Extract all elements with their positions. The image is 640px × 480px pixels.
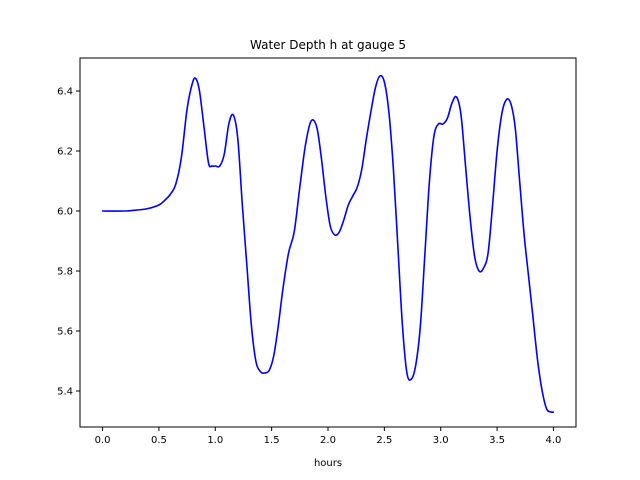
x-tick-label: 2.0: [320, 435, 336, 446]
y-tick-label: 6.0: [57, 207, 73, 218]
y-tick-label: 5.4: [57, 387, 73, 398]
plot-area: [79, 57, 577, 428]
x-tick-label: 3.5: [489, 435, 505, 446]
x-tick-label: 0.0: [95, 435, 111, 446]
y-axis: 5.4 5.6 5.8 6.0 6.2 6.4: [57, 87, 80, 398]
y-tick-label: 5.8: [57, 267, 73, 278]
x-axis: 0.0 0.5 1.0 1.5 2.0 2.5 3.0 3.5 4.0: [95, 427, 562, 446]
chart-title: Water Depth h at gauge 5: [250, 38, 406, 52]
x-tick-label: 0.5: [151, 435, 167, 446]
x-tick-label: 2.5: [376, 435, 392, 446]
y-tick-label: 5.6: [57, 327, 73, 338]
y-tick-label: 6.4: [57, 87, 73, 98]
x-tick-label: 1.5: [264, 435, 280, 446]
plot-background: [80, 58, 576, 427]
y-tick-label: 6.2: [57, 147, 73, 158]
series-line: [101, 74, 555, 414]
x-tick-label: 3.0: [433, 435, 449, 446]
x-tick-label: 4.0: [546, 435, 562, 446]
x-tick-label: 1.0: [207, 435, 223, 446]
x-axis-label: hours: [314, 458, 342, 469]
